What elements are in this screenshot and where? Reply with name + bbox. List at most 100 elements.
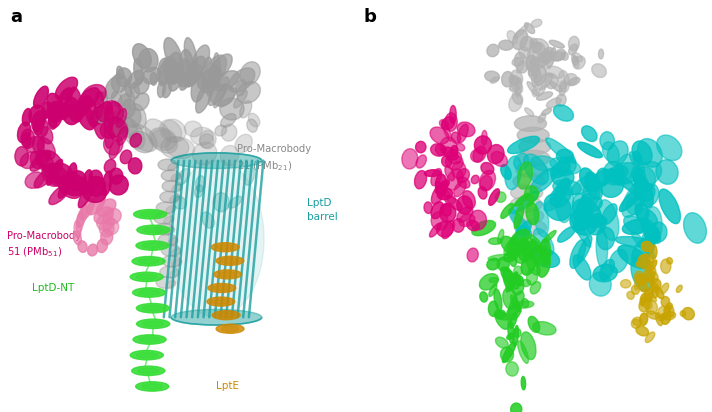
Ellipse shape (511, 197, 543, 212)
Ellipse shape (512, 92, 522, 104)
Ellipse shape (130, 351, 163, 360)
Ellipse shape (122, 99, 135, 118)
Ellipse shape (537, 73, 553, 90)
Ellipse shape (538, 56, 546, 68)
Ellipse shape (469, 210, 486, 230)
Ellipse shape (184, 37, 197, 74)
Ellipse shape (129, 124, 157, 152)
Ellipse shape (481, 130, 487, 145)
Ellipse shape (638, 255, 651, 269)
Ellipse shape (617, 165, 628, 176)
Ellipse shape (212, 71, 239, 91)
Ellipse shape (602, 204, 617, 225)
Ellipse shape (654, 287, 664, 299)
Ellipse shape (139, 290, 159, 295)
Ellipse shape (89, 170, 103, 186)
Ellipse shape (95, 109, 106, 123)
Ellipse shape (103, 218, 119, 235)
Ellipse shape (491, 77, 499, 83)
Ellipse shape (142, 384, 163, 389)
Ellipse shape (452, 219, 464, 232)
Ellipse shape (682, 307, 694, 320)
Ellipse shape (104, 159, 116, 173)
Ellipse shape (580, 168, 597, 191)
Ellipse shape (118, 116, 137, 138)
Ellipse shape (58, 172, 74, 198)
Ellipse shape (556, 94, 566, 106)
Ellipse shape (162, 119, 186, 142)
Ellipse shape (610, 169, 638, 194)
Ellipse shape (488, 301, 498, 316)
Ellipse shape (570, 239, 586, 268)
Ellipse shape (159, 191, 179, 203)
Ellipse shape (513, 30, 528, 49)
Ellipse shape (166, 281, 176, 289)
Ellipse shape (208, 65, 216, 94)
Ellipse shape (169, 195, 179, 203)
Ellipse shape (644, 207, 662, 245)
Ellipse shape (525, 108, 534, 116)
Ellipse shape (169, 63, 184, 91)
Ellipse shape (441, 204, 451, 216)
Ellipse shape (127, 70, 144, 88)
Ellipse shape (21, 152, 39, 169)
Ellipse shape (473, 146, 486, 162)
Ellipse shape (634, 271, 645, 284)
Ellipse shape (526, 55, 538, 72)
Ellipse shape (158, 234, 177, 246)
Ellipse shape (607, 141, 628, 165)
Ellipse shape (632, 237, 654, 264)
Ellipse shape (569, 44, 577, 55)
Ellipse shape (219, 272, 236, 277)
Ellipse shape (512, 208, 544, 224)
Ellipse shape (166, 206, 176, 214)
Ellipse shape (431, 212, 448, 230)
Ellipse shape (192, 45, 209, 76)
Ellipse shape (520, 332, 536, 360)
Ellipse shape (553, 178, 570, 202)
Ellipse shape (517, 61, 524, 73)
Ellipse shape (488, 238, 501, 244)
Ellipse shape (429, 223, 441, 237)
Ellipse shape (503, 250, 519, 262)
Ellipse shape (164, 37, 182, 70)
Ellipse shape (520, 36, 533, 51)
Ellipse shape (446, 150, 461, 164)
Ellipse shape (646, 311, 659, 319)
Ellipse shape (172, 184, 182, 192)
Ellipse shape (134, 59, 142, 84)
Ellipse shape (94, 207, 113, 224)
Ellipse shape (171, 173, 181, 182)
Ellipse shape (76, 212, 83, 233)
Ellipse shape (216, 256, 244, 265)
Ellipse shape (214, 84, 226, 108)
Ellipse shape (221, 124, 237, 141)
Ellipse shape (642, 230, 654, 254)
Ellipse shape (609, 249, 628, 273)
Ellipse shape (535, 246, 544, 254)
Ellipse shape (512, 280, 524, 295)
Ellipse shape (46, 159, 63, 185)
Ellipse shape (463, 191, 476, 208)
Ellipse shape (467, 220, 479, 231)
Ellipse shape (642, 278, 651, 284)
Ellipse shape (212, 311, 240, 320)
Ellipse shape (508, 291, 524, 316)
Ellipse shape (82, 181, 106, 202)
Ellipse shape (555, 180, 573, 222)
Ellipse shape (176, 59, 193, 87)
Ellipse shape (132, 288, 166, 297)
Ellipse shape (542, 47, 553, 63)
Ellipse shape (122, 118, 145, 149)
Ellipse shape (518, 238, 529, 254)
Ellipse shape (545, 66, 564, 78)
Ellipse shape (58, 88, 72, 110)
Ellipse shape (120, 150, 132, 164)
Ellipse shape (138, 368, 159, 374)
Ellipse shape (517, 127, 549, 143)
Ellipse shape (102, 171, 112, 196)
Ellipse shape (511, 295, 521, 312)
Ellipse shape (35, 118, 48, 137)
Ellipse shape (435, 144, 446, 155)
Ellipse shape (137, 319, 169, 328)
